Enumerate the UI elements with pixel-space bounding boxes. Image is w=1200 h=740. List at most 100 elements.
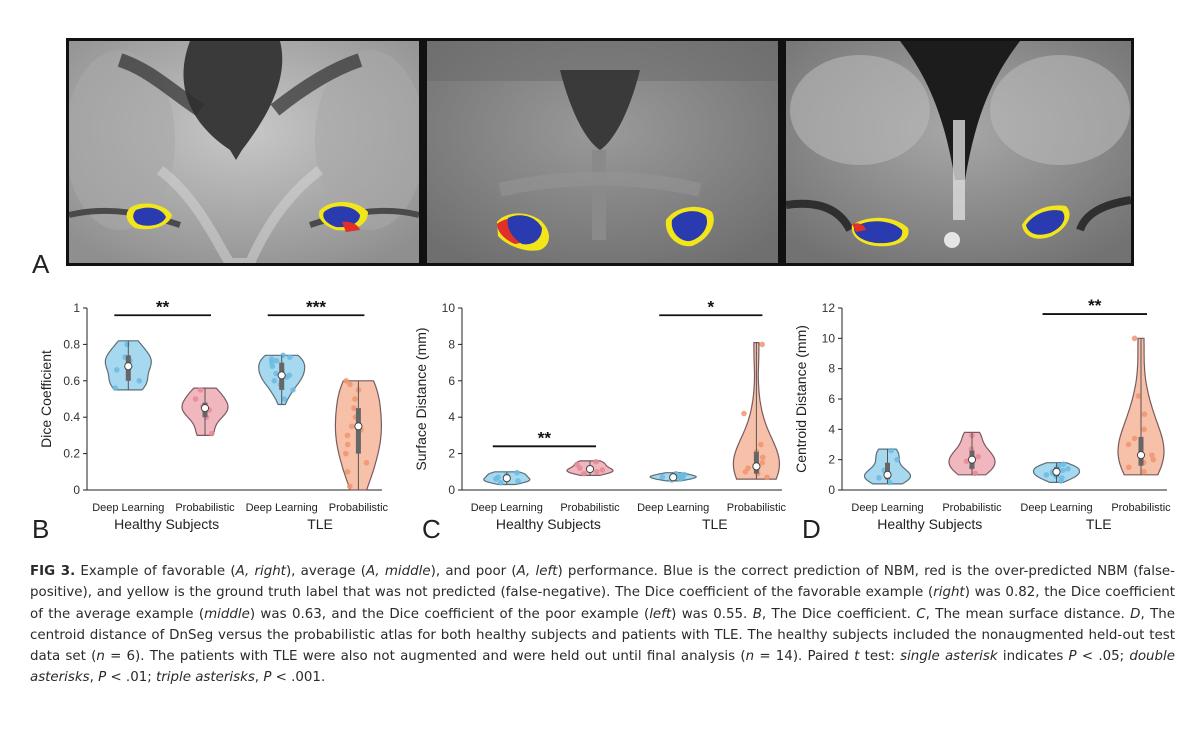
caption-segment: A, middle bbox=[365, 564, 431, 579]
data-point bbox=[192, 396, 199, 402]
data-point bbox=[1055, 462, 1062, 469]
caption-segment: , The Dice coefficient. bbox=[761, 606, 917, 622]
caption-segment: , The mean surface distance. bbox=[925, 606, 1131, 622]
y-tick-label: 0.2 bbox=[63, 447, 80, 461]
caption-segment: indicates bbox=[997, 649, 1069, 665]
y-tick-label: 10 bbox=[442, 301, 456, 315]
y-tick-label: 4 bbox=[828, 422, 835, 436]
median-marker bbox=[1052, 467, 1061, 476]
category-label: Deep Learning bbox=[471, 502, 543, 514]
data-point bbox=[1149, 452, 1155, 458]
data-point bbox=[281, 396, 288, 402]
data-point bbox=[1141, 411, 1148, 417]
y-axis-label: Surface Distance (mm) bbox=[413, 327, 429, 470]
data-point bbox=[273, 357, 280, 364]
data-point bbox=[1135, 393, 1142, 399]
caption-segment: t bbox=[854, 649, 860, 665]
data-point bbox=[343, 378, 349, 384]
median-marker bbox=[669, 473, 678, 482]
data-point bbox=[1043, 472, 1050, 478]
significance-label: ** bbox=[156, 297, 170, 316]
significance-label: *** bbox=[306, 297, 326, 316]
data-point bbox=[351, 405, 357, 411]
median-marker bbox=[883, 470, 892, 479]
caption-segment: P bbox=[263, 670, 272, 686]
data-point bbox=[280, 352, 286, 359]
panel-letter-d: D bbox=[802, 514, 821, 544]
y-axis-label: Centroid Distance (mm) bbox=[793, 325, 809, 473]
data-point bbox=[659, 474, 666, 480]
data-point bbox=[876, 475, 882, 481]
caption-segment: left bbox=[649, 606, 672, 622]
y-tick-label: 0.4 bbox=[63, 410, 80, 424]
data-point bbox=[593, 458, 599, 465]
data-point bbox=[1131, 335, 1138, 342]
category-label: Probabilistic bbox=[329, 502, 389, 514]
caption-segment: , bbox=[254, 670, 264, 686]
data-point bbox=[343, 450, 349, 457]
caption-segment: , The centroid distance of DnSeg versus … bbox=[30, 606, 1176, 665]
data-point bbox=[197, 387, 204, 393]
group-label: TLE bbox=[1086, 516, 1112, 532]
group-label: Healthy Subjects bbox=[877, 516, 982, 532]
data-point bbox=[287, 354, 293, 360]
y-tick-label: 0 bbox=[828, 483, 835, 497]
median-marker bbox=[354, 422, 363, 431]
caption-segment: n bbox=[96, 649, 105, 665]
median-marker bbox=[1136, 451, 1146, 460]
caption-segment: ) was 0.55. bbox=[671, 606, 753, 622]
category-label: Probabilistic bbox=[175, 502, 235, 514]
data-point bbox=[975, 453, 981, 460]
data-point bbox=[1125, 441, 1132, 448]
data-point bbox=[495, 474, 501, 481]
y-tick-label: 1 bbox=[73, 301, 80, 315]
data-point bbox=[347, 483, 353, 490]
data-point bbox=[136, 378, 143, 384]
data-point bbox=[1125, 464, 1132, 471]
data-point bbox=[1065, 465, 1071, 472]
chart-centroid-distance: 0 2 4 6 8 10 12 Centroid Distance (mm) Deep Lear… bbox=[793, 296, 1171, 544]
caption-segment: P bbox=[1068, 649, 1077, 665]
median-marker bbox=[124, 362, 133, 371]
mri-crop-left bbox=[69, 41, 419, 263]
data-point bbox=[273, 370, 279, 377]
caption-lead: FIG 3. bbox=[30, 564, 76, 579]
caption-segment: = 14). Paired bbox=[754, 649, 855, 665]
data-point bbox=[968, 446, 975, 452]
y-tick-label: 6 bbox=[828, 392, 835, 406]
caption-segment: triple asterisks bbox=[156, 670, 255, 686]
caption-segment: double asterisks bbox=[30, 649, 1175, 686]
category-label: Deep Learning bbox=[637, 502, 709, 514]
median-marker bbox=[585, 464, 595, 474]
data-point bbox=[745, 465, 751, 471]
y-tick-label: 10 bbox=[822, 331, 836, 345]
median-marker bbox=[200, 404, 210, 413]
y-tick-label: 2 bbox=[448, 447, 455, 461]
data-point bbox=[1150, 456, 1157, 463]
y-tick-label: 2 bbox=[828, 453, 835, 467]
group-label: Healthy Subjects bbox=[114, 516, 219, 532]
y-tick-label: 0 bbox=[448, 483, 455, 497]
caption-segment: = 6). The patients with TLE were also no… bbox=[104, 649, 746, 665]
data-point bbox=[124, 341, 130, 348]
group-label: TLE bbox=[702, 516, 728, 532]
caption-segment: ), average ( bbox=[285, 564, 366, 579]
caption-segment: n bbox=[745, 649, 755, 665]
median-marker bbox=[967, 455, 977, 464]
caption-segment: C bbox=[916, 606, 926, 622]
data-point bbox=[515, 478, 521, 484]
category-label: Probabilistic bbox=[942, 502, 1002, 514]
data-point bbox=[894, 456, 900, 463]
category-label: Probabilistic bbox=[1111, 502, 1171, 514]
y-tick-label: 8 bbox=[828, 362, 835, 376]
median-marker bbox=[277, 371, 286, 380]
caption-segment: < .001. bbox=[271, 670, 326, 686]
data-point bbox=[271, 378, 278, 384]
data-point bbox=[758, 441, 764, 448]
data-point bbox=[681, 471, 688, 478]
data-point bbox=[1141, 469, 1147, 475]
figure-caption: FIG 3. Example of favorable (A, right), … bbox=[30, 561, 1175, 689]
y-tick-label: 6 bbox=[448, 374, 455, 388]
data-point bbox=[113, 367, 120, 373]
data-point bbox=[760, 454, 766, 461]
